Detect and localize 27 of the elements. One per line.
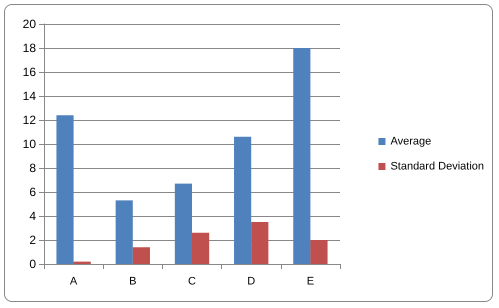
x-tick-label: D [247,276,256,288]
x-tick-label: C [188,276,196,288]
bar [116,200,133,264]
x-tick-label: B [129,276,136,288]
bar [234,136,252,264]
bar [174,184,192,264]
bar [293,48,310,264]
legend-label: Standard Deviation [390,160,484,172]
y-tick-label: 16 [22,65,36,79]
y-tick-label: 8 [29,161,36,175]
y-tick-label: 2 [29,233,36,247]
y-tick-label: 10 [22,137,36,151]
bar [310,240,328,264]
y-tick-label: 20 [22,17,36,31]
x-tick-label: E [306,276,314,288]
y-tick-label: 4 [29,209,36,223]
x-tick-label: A [70,276,78,288]
y-tick-label: 18 [22,41,36,55]
bar [56,115,74,264]
bar [251,222,268,264]
y-tick-label: 0 [29,257,36,271]
y-tick-label: 12 [22,113,36,127]
bar [192,232,210,264]
y-tick-label: 6 [29,185,36,199]
y-tick-label: 14 [22,89,36,103]
bar [132,247,150,264]
legend-label: Average [390,136,432,148]
